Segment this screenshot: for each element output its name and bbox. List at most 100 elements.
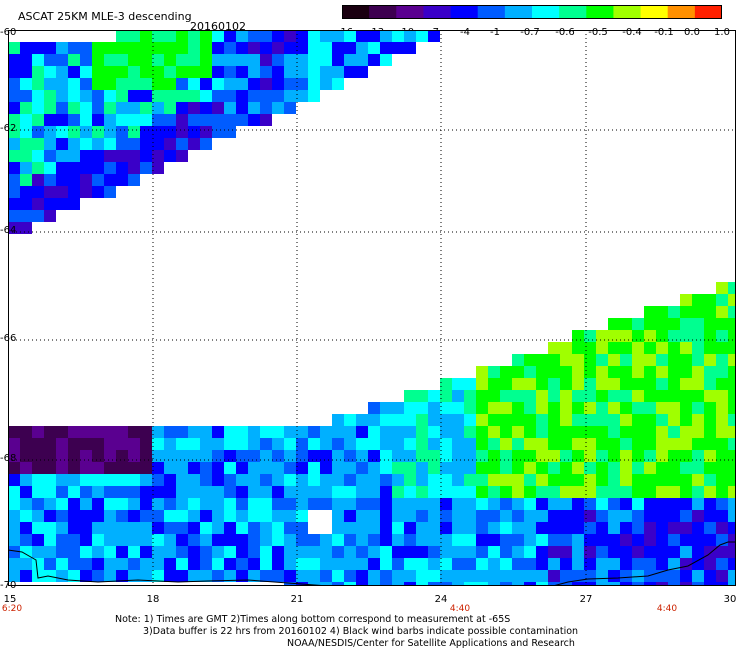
backscatter-cell (536, 546, 548, 558)
backscatter-cell (392, 522, 404, 534)
backscatter-cell (296, 558, 308, 570)
backscatter-cell (104, 90, 116, 102)
backscatter-cell (176, 426, 188, 438)
backscatter-cell (80, 426, 92, 438)
backscatter-cell (8, 126, 20, 138)
backscatter-cell (380, 450, 392, 462)
backscatter-cell (152, 462, 164, 474)
backscatter-cell (140, 138, 152, 150)
backscatter-cell (176, 534, 188, 546)
backscatter-cell (440, 450, 452, 462)
backscatter-cell (668, 390, 680, 402)
backscatter-cell (380, 54, 392, 66)
backscatter-cell (620, 414, 632, 426)
backscatter-cell (356, 510, 368, 522)
backscatter-cell (560, 486, 572, 498)
backscatter-cell (260, 558, 272, 570)
backscatter-cell (140, 522, 152, 534)
backscatter-cell (176, 90, 188, 102)
backscatter-cell (608, 522, 620, 534)
backscatter-cell (308, 426, 320, 438)
backscatter-cell (368, 402, 380, 414)
backscatter-cell (584, 342, 596, 354)
backscatter-cell (620, 462, 632, 474)
backscatter-cell (44, 462, 56, 474)
backscatter-cell (164, 54, 176, 66)
latitude-label: -64 (0, 225, 17, 236)
backscatter-cell (668, 426, 680, 438)
backscatter-cell (452, 510, 464, 522)
backscatter-cell (512, 510, 524, 522)
backscatter-cell (704, 582, 716, 586)
backscatter-cell (536, 510, 548, 522)
backscatter-cell (380, 510, 392, 522)
backscatter-cell (308, 462, 320, 474)
backscatter-cell (188, 102, 200, 114)
backscatter-cell (248, 546, 260, 558)
backscatter-cell (668, 546, 680, 558)
backscatter-cell (128, 42, 140, 54)
backscatter-cell (200, 450, 212, 462)
backscatter-cell (680, 390, 692, 402)
backscatter-cell (536, 486, 548, 498)
backscatter-cell (392, 546, 404, 558)
backscatter-cell (572, 462, 584, 474)
backscatter-cell (464, 570, 476, 582)
backscatter-cell (128, 522, 140, 534)
backscatter-cell (572, 582, 584, 586)
backscatter-cell (164, 66, 176, 78)
backscatter-cell (692, 570, 704, 582)
backscatter-cell (272, 42, 284, 54)
backscatter-cell (332, 486, 344, 498)
backscatter-cell (392, 582, 404, 586)
backscatter-cell (20, 102, 32, 114)
map-date: 20160102 (190, 20, 246, 33)
backscatter-cell (596, 438, 608, 450)
graticule (8, 30, 736, 586)
backscatter-cell (176, 510, 188, 522)
backscatter-cell (716, 474, 728, 486)
backscatter-cell (152, 522, 164, 534)
backscatter-cell (176, 450, 188, 462)
backscatter-cell (680, 570, 692, 582)
backscatter-cell (200, 138, 212, 150)
colorbar-label: -0.5 (588, 27, 608, 38)
backscatter-cell (632, 318, 644, 330)
backscatter-cell (68, 546, 80, 558)
backscatter-cell (632, 414, 644, 426)
backscatter-cell (368, 414, 380, 426)
longitude-label: 15 (3, 594, 17, 605)
backscatter-cell (224, 78, 236, 90)
backscatter-cell (452, 546, 464, 558)
backscatter-cell (452, 462, 464, 474)
backscatter-cell (152, 90, 164, 102)
backscatter-cell (236, 78, 248, 90)
backscatter-cell (596, 330, 608, 342)
backscatter-cell (500, 378, 512, 390)
backscatter-cell (416, 450, 428, 462)
backscatter-cell (404, 438, 416, 450)
backscatter-cell (488, 582, 500, 586)
backscatter-cell (68, 174, 80, 186)
backscatter-cell (728, 534, 736, 546)
backscatter-cell (8, 522, 20, 534)
backscatter-cell (392, 474, 404, 486)
backscatter-cell (716, 318, 728, 330)
backscatter-cell (620, 474, 632, 486)
backscatter-cell (704, 558, 716, 570)
backscatter-cell (32, 90, 44, 102)
backscatter-cell (332, 582, 344, 586)
backscatter-cell (32, 210, 44, 222)
backscatter-cell (164, 450, 176, 462)
backscatter-cell (632, 402, 644, 414)
backscatter-cell (92, 162, 104, 174)
backscatter-cell (128, 498, 140, 510)
backscatter-cell (260, 30, 272, 42)
backscatter-cell (632, 522, 644, 534)
backscatter-cell (428, 546, 440, 558)
backscatter-cell (572, 558, 584, 570)
backscatter-cell (584, 474, 596, 486)
backscatter-cell (212, 570, 224, 582)
backscatter-cell (716, 306, 728, 318)
backscatter-cell (464, 378, 476, 390)
